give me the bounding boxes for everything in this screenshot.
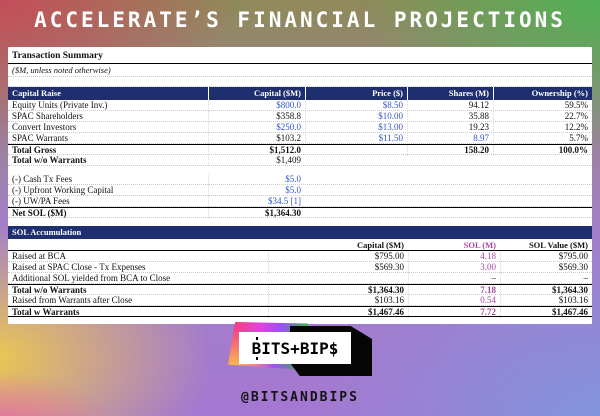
- table-row: Equity Units (Private Inv.) $800.0 $8.50…: [8, 100, 592, 111]
- sol-accumulation-header-bar: SOL Accumulation: [8, 226, 592, 239]
- col-header-price: Price ($): [305, 87, 407, 100]
- cell-value: $5.0: [208, 185, 305, 196]
- cell-capital: $1,409: [208, 155, 305, 166]
- cell-capital: $358.8: [208, 111, 305, 122]
- table-row: Convert Investors $250.0 $13.00 19.23 12…: [8, 122, 592, 133]
- cell-sol: 3.00: [408, 262, 500, 273]
- cell-sol-value: $1,467.46: [500, 307, 592, 318]
- section-label: Capital Raise: [12, 88, 61, 98]
- fee-row: (-) UW/PA Fees $34.5 [1]: [8, 196, 592, 207]
- cell-shares: 94.12: [407, 100, 493, 111]
- spreadsheet-panel: Transaction Summary ($M, unless noted ot…: [8, 47, 592, 324]
- col-header-capital: Capital ($M): [357, 240, 404, 250]
- row-label: SPAC Warrants: [12, 133, 69, 143]
- row-label: Total w Warrants: [12, 307, 80, 317]
- row-label: Total w/o Warrants: [12, 285, 87, 295]
- row-label: (-) UW/PA Fees: [12, 196, 70, 206]
- section-gap: [8, 166, 592, 174]
- net-sol-row: Net SOL ($M) $1,364.30: [8, 207, 592, 219]
- cell-sol-value: $103.16: [500, 295, 592, 306]
- row-label: Raised at BCA: [12, 251, 66, 261]
- cell-price: $13.00: [305, 122, 407, 133]
- cell-ownership: 12.2%: [493, 122, 592, 133]
- row-label: Additional SOL yielded from BCA to Close: [12, 273, 171, 283]
- col-header-sol-value: SOL Value ($M): [528, 240, 588, 250]
- sol-total-wo-warrants-row: Total w/o Warrants $1,364.30 7.18 $1,364…: [8, 284, 592, 296]
- cell-shares: 158.20: [407, 145, 493, 156]
- summary-note: ($M, unless noted otherwise): [8, 64, 592, 77]
- logo-text: ITS+BIP$: [261, 338, 339, 358]
- cell-sol-value: $569.30: [500, 262, 592, 273]
- sol-total-w-warrants-row: Total w Warrants $1,467.46 7.72 $1,467.4…: [8, 306, 592, 318]
- cell-sol: 7.72: [408, 307, 500, 318]
- cell-value: $1,364.30: [208, 208, 305, 219]
- col-header-shares: Shares (M): [407, 87, 493, 100]
- cell-ownership: 100.0%: [493, 145, 592, 156]
- table-row: Raised from Warrants after Close $103.16…: [8, 295, 592, 306]
- cell-price: $10.00: [305, 111, 407, 122]
- cell-capital: $569.30: [268, 262, 408, 273]
- table-row: SPAC Warrants $103.2 $11.50 8.97 5.7%: [8, 133, 592, 144]
- cell-sol: –: [408, 273, 500, 284]
- table-row: SPAC Shareholders $358.8 $10.00 35.88 22…: [8, 111, 592, 122]
- fee-row: (-) Cash Tx Fees $5.0: [8, 174, 592, 185]
- cell-sol: 0.54: [408, 295, 500, 306]
- sol-column-header-row: Capital ($M) SOL (M) SOL Value ($M): [8, 239, 592, 251]
- cell-sol: 4.18: [408, 251, 500, 262]
- table-row: Raised at SPAC Close - Tx Expenses $569.…: [8, 262, 592, 273]
- table-row: Raised at BCA $795.00 4.18 $795.00: [8, 251, 592, 262]
- cell-capital: $1,364.30: [268, 285, 408, 296]
- social-handle: @BITSANDBIPS: [241, 390, 359, 405]
- cell-price: $11.50: [305, 133, 407, 144]
- baht-glyph: B: [251, 336, 262, 360]
- cell-ownership: 59.5%: [493, 100, 592, 111]
- cell-shares: 35.88: [407, 111, 493, 122]
- fee-row: (-) Upfront Working Capital $5.0: [8, 185, 592, 196]
- cell-ownership: 5.7%: [493, 133, 592, 144]
- capital-raise-header-row: Capital Raise Capital ($M) Price ($) Sha…: [8, 87, 592, 100]
- bits-and-bips-logo: B ITS+BIP$: [228, 320, 372, 378]
- blank-row: [8, 77, 592, 87]
- summary-title: Transaction Summary: [8, 50, 592, 64]
- row-label: Total Gross: [12, 145, 57, 155]
- row-label: (-) Cash Tx Fees: [12, 174, 73, 184]
- cell-capital: $1,512.0: [208, 145, 305, 156]
- page-title: ACCELERATE’S FINANCIAL PROJECTIONS: [34, 8, 566, 32]
- row-label: Equity Units (Private Inv.): [12, 100, 108, 110]
- row-label: Total w/o Warrants: [12, 155, 87, 165]
- logo-wordmark: B ITS+BIP$: [239, 332, 351, 364]
- cell-sol: 7.18: [408, 285, 500, 296]
- section-gap: [8, 218, 592, 226]
- additional-sol-row: Additional SOL yielded from BCA to Close…: [8, 273, 592, 284]
- cell-sol-value: $1,364.30: [500, 285, 592, 296]
- cell-sol-value: –: [500, 273, 592, 284]
- row-label: Raised from Warrants after Close: [12, 295, 133, 305]
- total-gross-row: Total Gross $1,512.0 158.20 100.0%: [8, 144, 592, 156]
- total-wo-warrants-row: Total w/o Warrants $1,409: [8, 155, 592, 166]
- cell-shares: 19.23: [407, 122, 493, 133]
- cell-capital: $250.0: [208, 122, 305, 133]
- row-label: (-) Upfront Working Capital: [12, 185, 114, 195]
- cell-value: $5.0: [208, 174, 305, 185]
- cell-ownership: 22.7%: [493, 111, 592, 122]
- cell-capital: $795.00: [268, 251, 408, 262]
- cell-value: $34.5 [1]: [208, 196, 305, 207]
- cell-capital: $103.16: [268, 295, 408, 306]
- section-label: SOL Accumulation: [12, 227, 82, 237]
- row-label: Net SOL ($M): [12, 208, 67, 218]
- cell-capital: $800.0: [208, 100, 305, 111]
- row-label: SPAC Shareholders: [12, 111, 83, 121]
- row-label: Convert Investors: [12, 122, 77, 132]
- cell-capital: $103.2: [208, 133, 305, 144]
- row-label: Raised at SPAC Close - Tx Expenses: [12, 262, 146, 272]
- col-header-capital: Capital ($M): [208, 87, 305, 100]
- col-header-ownership: Ownership (%): [493, 87, 592, 100]
- cell-price: $8.50: [305, 100, 407, 111]
- cell-shares: 8.97: [407, 133, 493, 144]
- col-header-sol: SOL (M): [463, 240, 496, 250]
- cell-sol-value: $795.00: [500, 251, 592, 262]
- cell-capital: $1,467.46: [268, 307, 408, 318]
